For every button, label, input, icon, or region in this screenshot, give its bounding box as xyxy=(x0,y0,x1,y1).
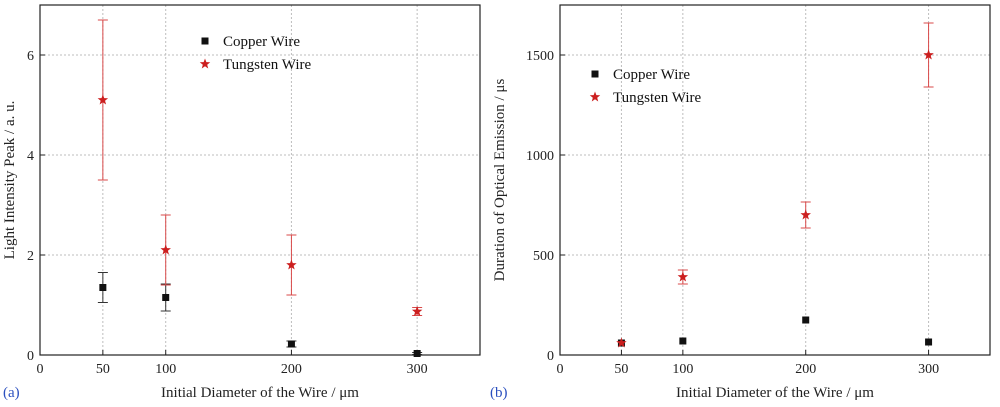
x-tick-label: 0 xyxy=(557,362,564,377)
plot-frame xyxy=(39,4,481,356)
legend: Copper Wire Tungsten Wire xyxy=(589,67,701,106)
y-tick-label: 500 xyxy=(533,249,554,264)
x-axis-title: Initial Diameter of the Wire / μm xyxy=(676,385,874,401)
legend-label: Copper Wire xyxy=(613,67,690,83)
x-tick-label: 100 xyxy=(155,362,176,377)
y-tick-label: 4 xyxy=(27,149,34,164)
legend-marker xyxy=(201,37,209,45)
x-tick-label: 300 xyxy=(407,362,428,377)
y-tick-label: 6 xyxy=(27,49,34,64)
plot-frame xyxy=(559,4,991,356)
y-axis-title: Duration of Optical Emission / μs xyxy=(492,79,508,282)
x-tick-label: 200 xyxy=(281,362,302,377)
series-copper-wire xyxy=(617,316,933,347)
legend-marker xyxy=(591,70,599,78)
x-tick-label: 0 xyxy=(37,362,44,377)
x-tick-label: 50 xyxy=(614,362,628,377)
data-point xyxy=(411,306,423,316)
legend-marker xyxy=(199,58,211,69)
legend-label: Copper Wire xyxy=(223,34,300,50)
data-point xyxy=(923,49,934,60)
data-point xyxy=(162,294,170,301)
data-point xyxy=(160,244,171,255)
data-point xyxy=(616,337,627,348)
y-tick-label: 1500 xyxy=(526,49,554,64)
data-point xyxy=(800,209,811,220)
y-tick-label: 0 xyxy=(547,349,554,364)
data-point xyxy=(286,259,297,270)
series-tungsten-wire xyxy=(97,19,423,316)
legend-label: Tungsten Wire xyxy=(613,90,701,106)
chart-panel-1: 0 50 100 200 300 0 2 4 6 Initial Diameter of the … xyxy=(2,4,481,401)
x-tick-label: 50 xyxy=(96,362,110,377)
data-point xyxy=(925,338,933,346)
data-point xyxy=(413,350,421,357)
x-tick-label: 100 xyxy=(672,362,693,377)
data-point xyxy=(97,94,109,105)
panel-label: (b) xyxy=(490,385,508,401)
y-tick-label: 1000 xyxy=(526,149,554,164)
y-tick-label: 2 xyxy=(27,249,34,264)
data-point xyxy=(99,284,107,291)
data-point xyxy=(679,337,687,345)
data-point xyxy=(677,271,689,282)
x-tick-label: 200 xyxy=(795,362,816,377)
data-point xyxy=(287,340,295,348)
chart-panel-2: 0 50 100 200 300 0 500 1000 1500 Initial Diameter… xyxy=(490,4,991,401)
x-axis-title: Initial Diameter of the Wire / μm xyxy=(161,385,359,401)
panel-label: (a) xyxy=(3,385,20,401)
legend: Copper Wire Tungsten Wire xyxy=(199,34,311,73)
y-axis-title: Light Intensity Peak / a. u. xyxy=(2,101,18,260)
data-point xyxy=(802,316,810,324)
x-tick-label: 300 xyxy=(918,362,939,377)
legend-marker xyxy=(589,91,601,102)
series-tungsten-wire xyxy=(616,22,934,348)
y-tick-label: 0 xyxy=(27,349,34,364)
legend-label: Tungsten Wire xyxy=(223,57,311,73)
series-copper-wire xyxy=(97,272,423,357)
